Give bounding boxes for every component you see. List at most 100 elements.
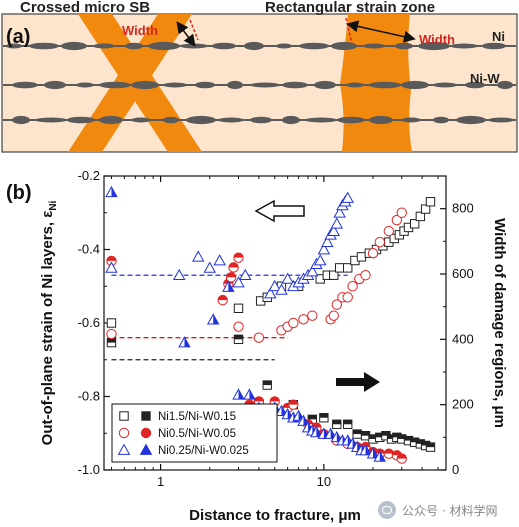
data-point	[341, 191, 354, 203]
data-point-fill	[111, 186, 117, 197]
data-point-fill	[426, 442, 435, 448]
data-point-fill	[368, 434, 378, 439]
legend-marker-solid	[141, 428, 151, 438]
layer-grain	[44, 80, 66, 90]
panel-a: (a) Crossed micro SB Rectangular strain …	[1, 0, 518, 153]
data-point	[213, 254, 226, 266]
data-point	[105, 261, 118, 273]
data-point-fill	[319, 413, 329, 418]
data-point	[415, 211, 426, 222]
layer-grain	[131, 80, 159, 90]
width-arrow-large	[346, 20, 416, 43]
layer-grain	[299, 42, 329, 50]
panel-b-chart: 1 10 -0.2 -0.4 -0.6 -0.8 -1.0 0 200 400 600 800 (b) D…	[6, 168, 508, 524]
data-point	[321, 235, 334, 247]
layer-grain	[148, 41, 180, 51]
data-point	[342, 292, 353, 303]
series-6	[105, 185, 387, 462]
layer-grain	[395, 42, 413, 50]
data-point	[343, 263, 353, 273]
data-point-fill	[234, 335, 243, 340]
rectangular-strain-zone-title: Rectangular strain zone	[265, 0, 435, 16]
legend-entry-label: Ni0.5/Ni-W0.05	[158, 428, 236, 440]
data-point	[396, 207, 407, 218]
solid-arrow-right	[336, 372, 380, 392]
legend-marker-hollow	[119, 411, 129, 421]
layer-grain	[163, 82, 187, 88]
layer-grain	[282, 81, 308, 89]
data-point-fill	[249, 389, 255, 400]
data-point-fill	[332, 420, 341, 425]
data-point-fill	[254, 396, 264, 402]
data-point	[239, 268, 252, 281]
data-point-fill	[228, 281, 234, 292]
legend-entry-label: Ni1.5/Ni-W0.15	[158, 411, 236, 423]
layer-grain	[93, 43, 115, 49]
data-point	[317, 243, 331, 255]
niw-layer-label: Ni-W	[470, 71, 500, 86]
layer-grain	[163, 116, 179, 124]
y2-tick-label: 600	[452, 266, 474, 281]
legend-marker-solid	[141, 411, 151, 421]
layer-grain	[35, 117, 67, 123]
data-point	[425, 197, 436, 207]
data-point-fill	[384, 448, 394, 454]
data-point-fill	[238, 389, 244, 400]
data-point-fill	[397, 434, 406, 439]
y-tick-label: -0.8	[78, 389, 100, 404]
x-tick-label: 1	[157, 474, 164, 489]
layer-grain	[369, 81, 401, 89]
layer-grain	[282, 115, 300, 125]
data-point-fill	[217, 295, 228, 301]
layer-grain	[227, 80, 243, 90]
layer-grain	[314, 80, 336, 90]
data-point	[191, 250, 205, 262]
layer-grain	[369, 115, 393, 125]
layer-grain	[76, 82, 94, 88]
layer-grain	[61, 41, 87, 51]
y-tick-label: -0.4	[78, 242, 100, 257]
data-point	[383, 225, 395, 237]
layer-grain	[212, 42, 236, 50]
data-point-fill	[352, 429, 362, 435]
data-point	[172, 268, 186, 281]
layer-grain	[6, 43, 22, 49]
layer-grain	[250, 82, 280, 88]
hollow-arrow-left	[254, 199, 305, 223]
data-point	[367, 247, 379, 259]
layer-grain	[337, 116, 365, 124]
x-tick-label: 10	[317, 474, 331, 489]
legend-entry-label: Ni0.25/Ni-W0.025	[158, 445, 249, 457]
layer-grain	[276, 43, 292, 49]
layer-grain	[195, 81, 215, 89]
data-point	[391, 214, 403, 226]
layer-grain	[99, 115, 123, 125]
layer-grain	[67, 116, 95, 124]
data-point	[298, 314, 309, 325]
x-axis-label: Distance to fracture, μm	[189, 507, 361, 524]
data-point	[106, 318, 117, 328]
data-point	[203, 261, 217, 273]
y-axis-label: Out-of-plane strain of Ni layers, εNi	[39, 200, 59, 445]
data-point-fill	[410, 438, 419, 443]
panel-b-label: (b)	[6, 182, 32, 204]
data-point-fill	[184, 337, 190, 347]
y-tick-label: -0.2	[78, 168, 100, 183]
data-point-fill	[233, 252, 244, 258]
y2-tick-label: 400	[452, 331, 474, 346]
legend-marker-solid	[140, 444, 152, 455]
width-arrow-small	[176, 21, 196, 47]
legend: Ni1.5/Ni-W0.15 Ni0.5/Ni-W0.05 Ni0.25/Ni-W0…	[111, 403, 278, 463]
data-point	[330, 217, 344, 229]
data-point-fill	[397, 453, 407, 459]
data-point	[275, 283, 288, 295]
layer-grain	[331, 41, 357, 51]
layer-grain	[29, 42, 59, 50]
layer-grain	[125, 42, 143, 50]
width-label-small: Width	[122, 23, 158, 38]
y-tick-label: -0.6	[78, 315, 100, 330]
data-point-fill	[404, 436, 413, 441]
data-point-fill	[244, 399, 255, 405]
y2-tick-label: 200	[452, 397, 474, 412]
y2-tick-label: 800	[452, 201, 474, 216]
